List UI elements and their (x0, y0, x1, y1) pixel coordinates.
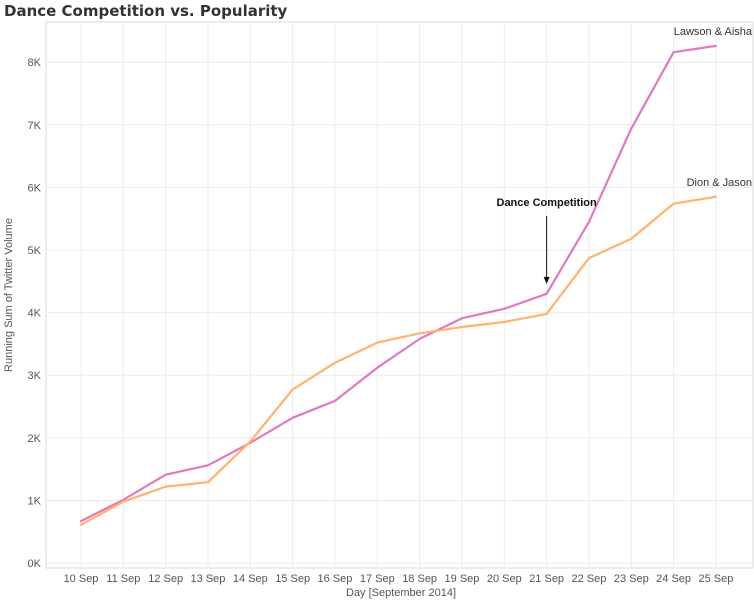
y-tick-label: 8K (28, 57, 42, 69)
x-tick-label: 24 Sep (656, 573, 691, 585)
series-label-2: Dion & Jason (687, 177, 752, 189)
grid (45, 21, 754, 569)
annotation-arrow-head (543, 276, 550, 284)
x-axis-label: Day [September 2014] (346, 587, 456, 599)
x-tick-label: 10 Sep (64, 573, 99, 585)
x-tick-label: 20 Sep (487, 573, 522, 585)
y-tick-label: 5K (28, 245, 42, 257)
x-tick-label: 18 Sep (402, 573, 437, 585)
y-axis-label: Running Sum of Twitter Volume (3, 218, 15, 372)
x-tick-label: 16 Sep (318, 573, 353, 585)
x-tick-label: 21 Sep (529, 573, 564, 585)
axes: 0K 1K 2K 3K 4K 5K 6K 7K 8K 10 Sep 11 Sep 12 Sep 13 S… (28, 57, 734, 585)
y-tick-label: 4K (28, 308, 42, 320)
x-tick-label: 22 Sep (572, 573, 607, 585)
y-tick-label: 6K (28, 182, 42, 194)
chart-title: Dance Competition vs. Popularity (4, 2, 288, 20)
annotations: Dance Competition (497, 197, 598, 284)
series-lines: Lawson & Aisha Dion & Jason (79, 26, 753, 526)
x-tick-label: 11 Sep (106, 573, 140, 585)
y-tick-label: 0K (28, 558, 42, 570)
series-line-1 (79, 44, 718, 523)
x-tick-label: 19 Sep (445, 573, 480, 585)
annotation-label: Dance Competition (497, 197, 598, 209)
y-tick-label: 7K (28, 120, 42, 132)
x-tick-label: 14 Sep (233, 573, 268, 585)
y-tick-label: 2K (28, 433, 42, 445)
series-line-2 (79, 195, 718, 526)
x-tick-label: 13 Sep (191, 573, 226, 585)
x-tick-label: 15 Sep (275, 573, 310, 585)
plot-frame (45, 21, 754, 569)
y-tick-label: 3K (28, 370, 42, 382)
x-tick-label: 25 Sep (699, 573, 734, 585)
x-tick-label: 23 Sep (614, 573, 649, 585)
x-tick-label: 12 Sep (148, 573, 183, 585)
y-tick-label: 1K (28, 495, 42, 507)
series-label-1: Lawson & Aisha (674, 26, 753, 38)
x-tick-label: 17 Sep (360, 573, 395, 585)
